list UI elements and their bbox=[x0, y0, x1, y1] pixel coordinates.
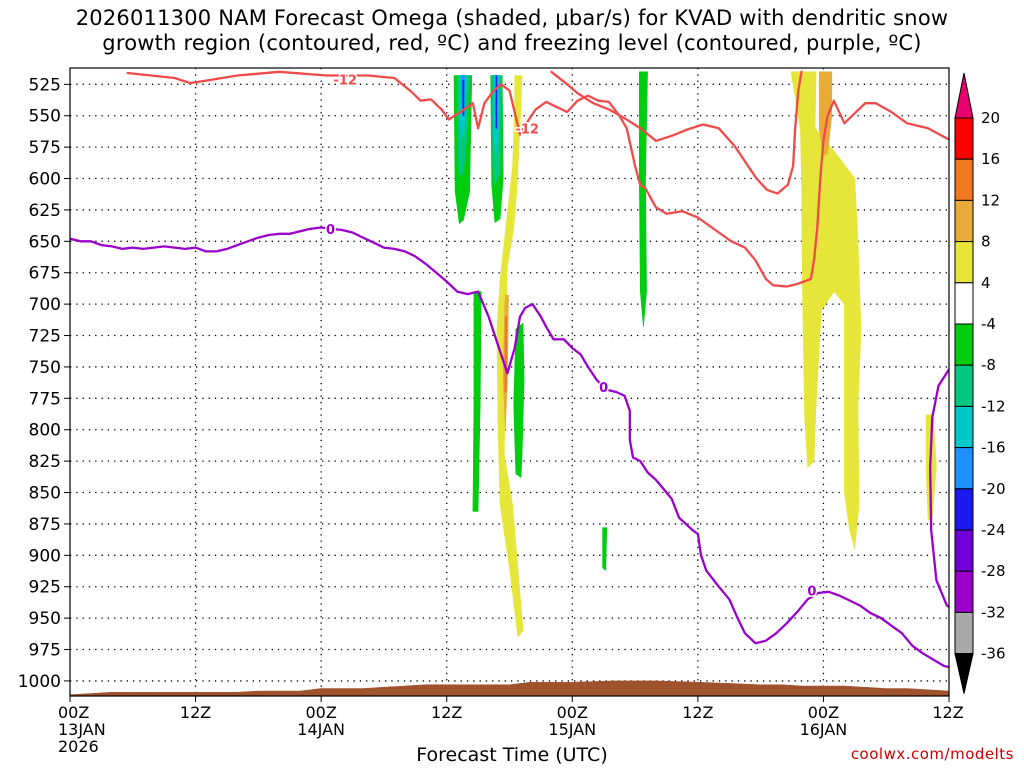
contour-label: -12 bbox=[333, 73, 357, 88]
colorbar-bin-3 bbox=[954, 241, 974, 284]
colorbar-bin-11 bbox=[954, 570, 974, 613]
x-tick-label: 00Z bbox=[808, 703, 839, 722]
contour-labels: -12 -12 0 0 0 bbox=[325, 72, 818, 601]
y-tick-label: 800 bbox=[29, 421, 61, 441]
colorbar-label: -28 bbox=[981, 562, 1006, 580]
colorbar-bin-0 bbox=[954, 117, 974, 160]
colorbar-label: 12 bbox=[981, 191, 1000, 209]
x-tick-label: 12Z bbox=[431, 703, 462, 722]
y-tick-label: 525 bbox=[29, 75, 61, 95]
colorbar-label: 20 bbox=[981, 109, 1000, 127]
x-tick-label: 12Z bbox=[682, 703, 713, 722]
colorbar-bin-6 bbox=[954, 364, 974, 407]
colorbar-label: -4 bbox=[981, 315, 996, 333]
colorbar-top-cap bbox=[954, 72, 974, 119]
colorbar-label: -16 bbox=[981, 439, 1006, 457]
y-tick-label: 825 bbox=[29, 452, 61, 472]
omega-region-14 bbox=[638, 71, 648, 328]
colorbar-label: -36 bbox=[981, 645, 1006, 663]
colorbar-bottom-cap bbox=[954, 653, 974, 694]
colorbar-bin-10 bbox=[954, 529, 974, 572]
y-tick-label: 900 bbox=[29, 546, 61, 566]
contour-label: 0 bbox=[807, 584, 816, 599]
contour-line-2 bbox=[70, 226, 949, 669]
contour-label: 0 bbox=[599, 381, 608, 396]
x-tick-label: 15JAN bbox=[548, 720, 596, 739]
x-axis-label: Forecast Time (UTC) bbox=[416, 744, 608, 766]
colorbar-label: -32 bbox=[981, 603, 1006, 621]
y-tick-label: 925 bbox=[29, 578, 61, 598]
contour-lines bbox=[70, 70, 949, 669]
y-tick-label: 550 bbox=[29, 107, 61, 127]
contour-line-3 bbox=[929, 368, 949, 609]
colorbar-bin-9 bbox=[954, 488, 974, 531]
colorbar-label: 4 bbox=[981, 274, 991, 292]
x-tick-label: 00Z bbox=[557, 703, 588, 722]
colorbar-bin-4 bbox=[954, 282, 974, 325]
terrain-fill bbox=[70, 680, 949, 696]
y-tick-label: 725 bbox=[29, 327, 61, 347]
colorbar-label: -24 bbox=[981, 521, 1006, 539]
omega-region-9 bbox=[496, 75, 524, 638]
colorbar-bin-5 bbox=[954, 323, 974, 366]
x-tick-label: 12Z bbox=[180, 703, 211, 722]
plot-frame bbox=[69, 67, 950, 697]
omega-region-17 bbox=[818, 71, 833, 157]
omega-region-16 bbox=[790, 71, 862, 550]
x-tick-label: 2026 bbox=[58, 737, 99, 756]
y-tick-label: 775 bbox=[29, 389, 61, 409]
omega-region-13 bbox=[513, 322, 525, 478]
x-tick-label: 13JAN bbox=[58, 720, 106, 739]
y-tick-label: 950 bbox=[29, 609, 61, 629]
x-tick-label: 16JAN bbox=[800, 720, 848, 739]
omega-region-8 bbox=[495, 75, 498, 129]
omega-region-11 bbox=[504, 316, 508, 393]
colorbar-bin-2 bbox=[954, 199, 974, 243]
omega-region-12 bbox=[472, 291, 482, 512]
x-tick-label: 12Z bbox=[932, 703, 963, 722]
contour-label: -12 bbox=[516, 122, 540, 137]
y-tick-label: 750 bbox=[29, 358, 61, 378]
terrain bbox=[70, 680, 949, 696]
colorbar-bin-12 bbox=[954, 611, 974, 655]
y-tick-label: 625 bbox=[29, 201, 61, 221]
y-tick-label: 1000 bbox=[18, 672, 61, 692]
colorbar-bin-7 bbox=[954, 405, 974, 449]
y-tick-label: 600 bbox=[29, 170, 61, 190]
y-tick-label: 975 bbox=[29, 641, 61, 661]
y-axis: 525 550 575 600 625 650 675 700 725 750 775 800 825 8… bbox=[18, 75, 70, 692]
chart-title: 2026011300 NAM Forecast Omega (shaded, μ… bbox=[0, 6, 1024, 56]
colorbar-label: 16 bbox=[981, 150, 1000, 168]
x-tick-label: 00Z bbox=[58, 703, 89, 722]
colorbar-label: -20 bbox=[981, 480, 1006, 498]
x-tick-label: 00Z bbox=[305, 703, 336, 722]
colorbar-label: -12 bbox=[981, 397, 1006, 415]
y-tick-label: 650 bbox=[29, 232, 61, 252]
colorbar-bin-8 bbox=[954, 447, 974, 490]
credit-text: coolwx.com/modelts bbox=[850, 745, 1014, 763]
y-tick-label: 850 bbox=[29, 484, 61, 504]
x-tick-label: 14JAN bbox=[297, 720, 345, 739]
contour-label: 0 bbox=[326, 223, 335, 238]
colorbar-label: -8 bbox=[981, 356, 996, 374]
chart-title-line1: 2026011300 NAM Forecast Omega (shaded, μ… bbox=[75, 6, 949, 30]
y-tick-label: 700 bbox=[29, 295, 61, 315]
omega-region-15 bbox=[602, 527, 608, 571]
y-tick-label: 875 bbox=[29, 515, 61, 535]
colorbar: 20 16 12 8 4 -4 -8 -12 -16 -20 -24 -28 -32 -36 bbox=[954, 72, 1006, 694]
colorbar-bin-1 bbox=[954, 158, 974, 201]
colorbar-label: 8 bbox=[981, 233, 991, 251]
omega-region-4 bbox=[462, 80, 465, 116]
y-tick-label: 675 bbox=[29, 264, 61, 284]
contour-line-1 bbox=[550, 70, 803, 195]
omega-shading bbox=[453, 71, 937, 638]
contour-line-0 bbox=[126, 70, 949, 288]
chart-title-line2: growth region (contoured, red, ºC) and f… bbox=[102, 31, 922, 55]
y-tick-label: 575 bbox=[29, 138, 61, 158]
